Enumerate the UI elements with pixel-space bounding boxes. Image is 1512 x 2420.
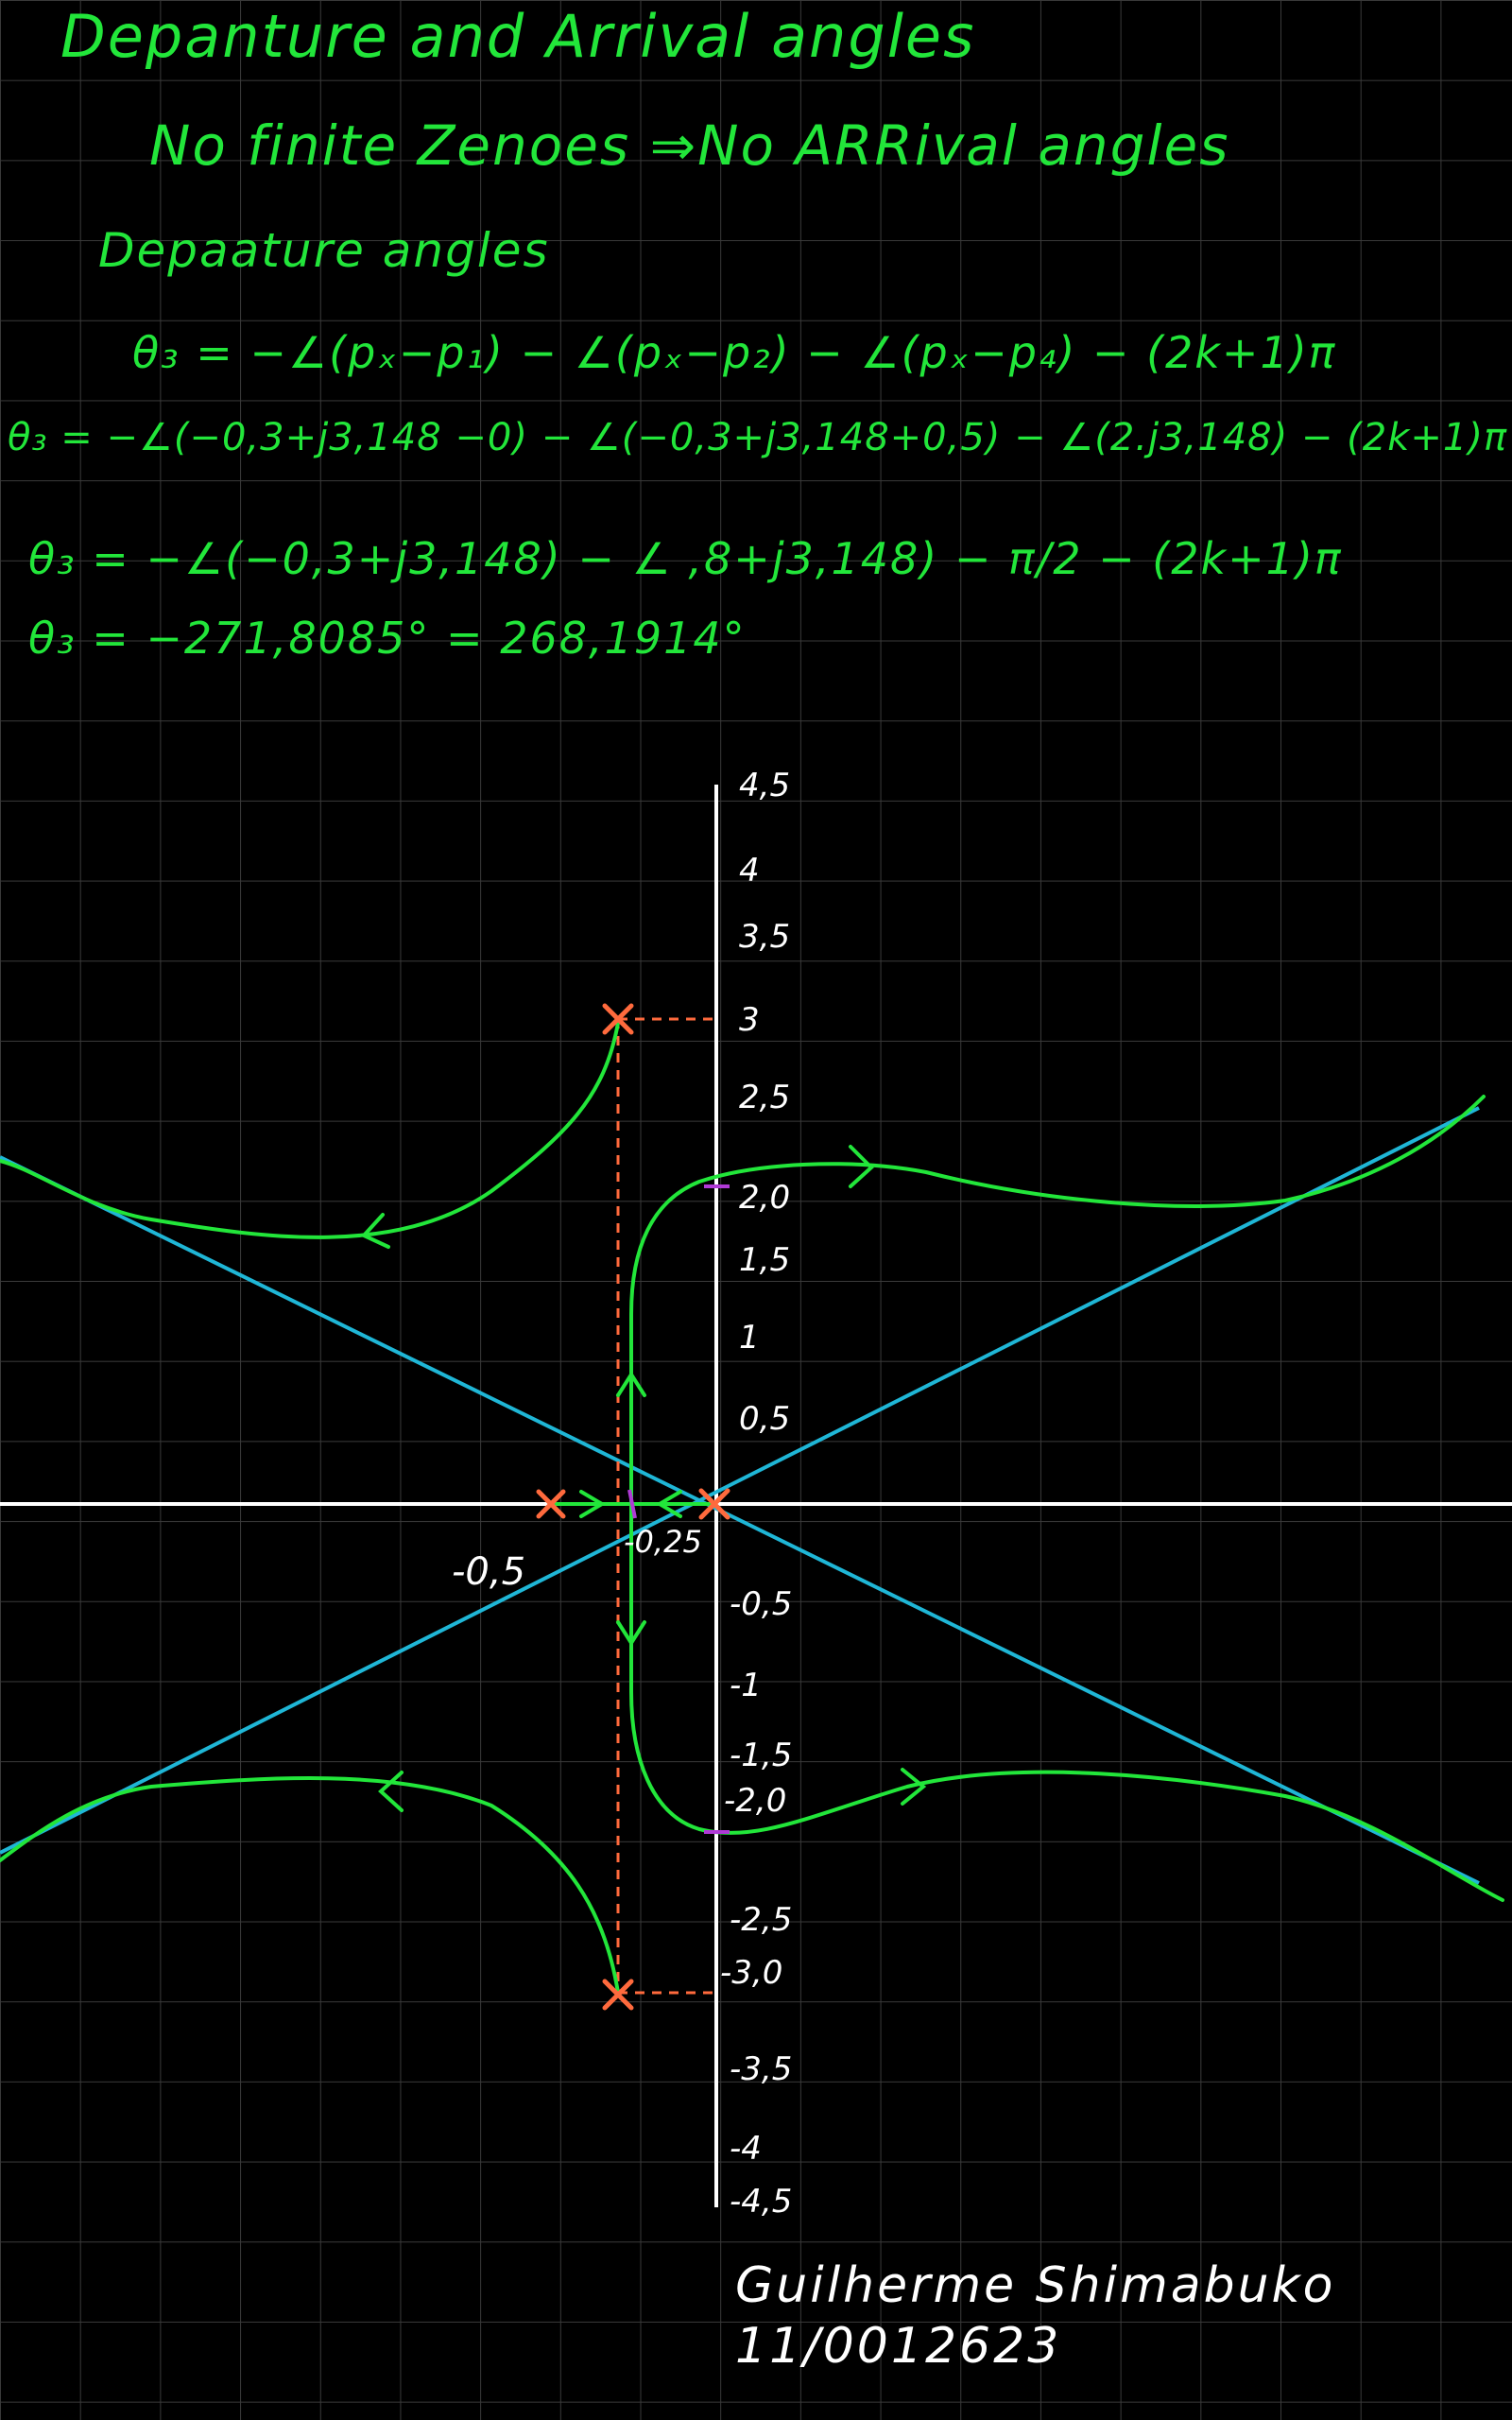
- y-tick-label: 4: [739, 852, 760, 890]
- y-tick-label: -4,5: [730, 2183, 792, 2221]
- arrow-vertical-down: [616, 1620, 646, 1647]
- y-tick-label: -2,5: [730, 1901, 792, 1939]
- arrow-real-left: [656, 1490, 682, 1518]
- y-tick-label: -3,0: [720, 1954, 782, 1992]
- page-title: Depanture and Arrival angles: [60, 2, 976, 71]
- y-tick-label: 1,5: [739, 1241, 790, 1279]
- y-tick-label: -0,5: [730, 1585, 792, 1623]
- arrow-vertical-up: [616, 1371, 646, 1397]
- pole-origin-icon: [698, 1488, 730, 1520]
- locus-lower-left-branch: [0, 1776, 620, 1995]
- y-tick-label: -2,0: [724, 1782, 786, 1820]
- y-tick-label: 4,5: [739, 767, 790, 804]
- y-tick-label: -1,5: [730, 1737, 792, 1774]
- locus-upper-left-branch: [0, 1021, 620, 1239]
- signature-id: 11/0012623: [735, 2318, 1062, 2375]
- equation-substituted: θ₃ = −∠(−0,3+j3,148 −0) − ∠(−0,3+j3,148+…: [8, 416, 1508, 459]
- arrow-real-right: [579, 1490, 606, 1518]
- y-tick-label: 2,0: [739, 1179, 790, 1217]
- no-zeros-line: No finite Zenoes ⇒No ARRival angles: [149, 113, 1230, 178]
- locus-lower-right-branch: [629, 1502, 1504, 1902]
- pole-upper-complex-icon: [602, 1003, 634, 1035]
- y-tick-label: -4: [730, 2130, 762, 2168]
- y-tick-label: 0,5: [739, 1400, 790, 1438]
- tick-mark-centroid: [627, 1489, 637, 1519]
- equation-result: θ₃ = −271,8085° = 268,1914°: [28, 613, 747, 664]
- signature-name: Guilherme Shimabuko: [735, 2257, 1336, 2314]
- arrow-lower-right: [901, 1768, 927, 1806]
- y-tick-label: 3: [739, 1001, 760, 1039]
- arrow-upper-right: [849, 1145, 874, 1188]
- y-tick-label: 2,5: [739, 1079, 790, 1116]
- arrow-lower-left: [378, 1771, 404, 1812]
- y-tick-label: 1: [739, 1319, 760, 1357]
- pole-lower-complex-icon: [602, 1979, 634, 2011]
- asymptote-negative: [0, 1155, 1480, 1885]
- asymptote-positive: [0, 1106, 1480, 1855]
- equation-general: θ₃ = −∠(pₓ−p₁) − ∠(pₓ−p₂) − ∠(pₓ−p₄) − (…: [132, 327, 1337, 378]
- pole-minus-half-icon: [536, 1489, 566, 1519]
- departure-subtitle: Depaature angles: [98, 223, 550, 278]
- y-tick-label: -1: [730, 1667, 762, 1704]
- locus-upper-right-branch: [629, 1095, 1486, 1506]
- x-label-minus-half: -0,5: [452, 1550, 525, 1594]
- y-tick-label: -3,5: [730, 2050, 792, 2088]
- equation-simplified: θ₃ = −∠(−0,3+j3,148) − ∠ ,8+j3,148) − π/…: [28, 533, 1343, 584]
- x-label-centroid: -0,25: [624, 1524, 702, 1560]
- arrow-upper-left: [360, 1213, 390, 1249]
- y-tick-label: 3,5: [739, 918, 790, 956]
